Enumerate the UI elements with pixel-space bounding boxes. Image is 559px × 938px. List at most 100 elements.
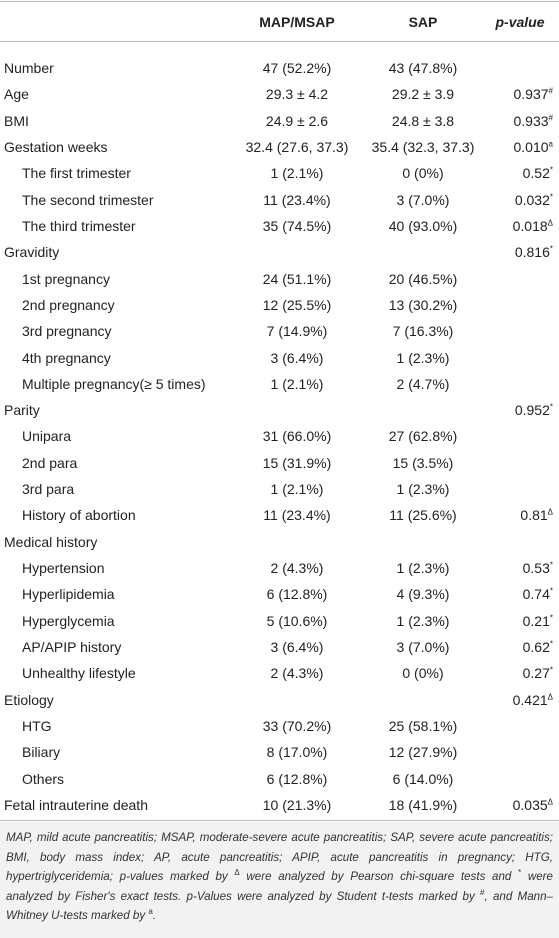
p-value-mark: * <box>549 191 553 201</box>
p-value-mark: Δ <box>547 692 553 702</box>
p-value: 0.816* <box>515 243 553 261</box>
cell-value: 0 (0%) <box>402 665 444 682</box>
bottom-rule <box>0 820 559 821</box>
p-value-number: 0.81 <box>520 507 548 524</box>
p-value-mark: * <box>549 586 553 596</box>
p-value-mark: Δ <box>547 507 553 517</box>
row-label: HTG <box>22 718 52 734</box>
cell-value: 15 (3.5%) <box>392 454 454 471</box>
p-value: 0.81Δ <box>520 506 553 524</box>
cell-value: 35 (74.5%) <box>262 217 332 234</box>
p-value: 0.421Δ <box>513 691 553 709</box>
p-value-number: 0.035 <box>512 796 548 813</box>
p-value: 0.74* <box>523 585 553 603</box>
column-header: p-value <box>495 14 545 30</box>
p-value-mark: * <box>549 165 553 175</box>
cell-value: 11 (25.6%) <box>389 507 457 524</box>
row-label: Hyperlipidemia <box>22 586 115 603</box>
cell-value: 29.2 ± 3.9 <box>391 86 455 103</box>
cell-value: 24.8 ± 3.8 <box>391 112 455 129</box>
p-value-number: 0.937 <box>513 86 549 103</box>
row-label: Biliary <box>22 744 61 761</box>
cell-value: 1 (2.3%) <box>396 349 450 366</box>
row-label: Hyperglycemia <box>22 612 115 629</box>
row-label: 2nd para <box>22 454 78 471</box>
footnote-text: MAP, mild acute pancreatitis; MSAP, mode… <box>6 831 553 883</box>
p-value-mark: a <box>548 139 553 149</box>
cell-value: 3 (6.4%) <box>270 639 324 656</box>
top-rule <box>0 1 559 2</box>
p-value-number: 0.21 <box>522 612 550 629</box>
p-value: 0.933# <box>514 112 554 130</box>
p-value-number: 0.032 <box>514 191 550 208</box>
p-value: 0.010a <box>514 138 554 156</box>
p-value-number: 0.53 <box>522 560 550 577</box>
cell-value: 7 (14.9%) <box>266 323 328 340</box>
footnote-mark: * <box>518 868 522 878</box>
footnote-text: , and Mann–Whitney U-tests marked by <box>6 889 553 923</box>
column-header: MAP/MSAP <box>259 14 335 30</box>
cell-value: 6 (14.0%) <box>392 770 454 787</box>
p-value: 0.53* <box>523 559 553 577</box>
cell-value: 6 (12.8%) <box>266 586 328 603</box>
row-label: 3rd pregnancy <box>22 323 112 340</box>
row-label: Etiology <box>4 691 54 708</box>
row-label: Age <box>4 86 29 103</box>
p-value-mark: * <box>549 560 553 570</box>
footnote-mark: # <box>480 887 485 897</box>
cell-value: 2 (4.3%) <box>270 665 324 682</box>
cell-value: 6 (12.8%) <box>266 770 328 787</box>
cell-value: 47 (52.2%) <box>262 60 332 76</box>
row-label: The third trimester <box>22 217 136 234</box>
row-label: Number <box>4 60 54 76</box>
p-value: 0.018Δ <box>513 217 553 235</box>
cell-value: 1 (2.1%) <box>270 375 324 392</box>
p-value-number: 0.421 <box>512 691 548 708</box>
row-label: Unhealthy lifestyle <box>22 665 136 682</box>
cell-value: 35.4 (32.3, 37.3) <box>371 138 475 155</box>
row-label: Others <box>22 770 65 787</box>
cell-value: 2 (4.7%) <box>396 375 450 392</box>
row-label: Medical history <box>4 533 98 550</box>
p-value-number: 0.018 <box>512 217 548 234</box>
p-value: 0.62* <box>523 638 553 656</box>
cell-value: 25 (58.1%) <box>388 718 458 734</box>
cell-value: 15 (31.9%) <box>262 454 332 471</box>
p-value-number: 0.952 <box>514 402 550 419</box>
row-label: 4th pregnancy <box>22 349 111 366</box>
row-label: Multiple pregnancy(≥ 5 times) <box>22 375 206 392</box>
cell-value: 29.3 ± 4.2 <box>265 86 329 103</box>
cell-value: 5 (10.6%) <box>266 612 328 629</box>
p-value: 0.27* <box>523 664 553 682</box>
cell-value: 3 (7.0%) <box>396 639 450 656</box>
p-value-mark: * <box>549 402 553 412</box>
cell-value: 40 (93.0%) <box>388 217 458 234</box>
row-label: 1st pregnancy <box>22 270 110 287</box>
cell-value: 1 (2.3%) <box>396 481 450 498</box>
cell-value: 24.9 ± 2.6 <box>265 112 329 129</box>
cell-value: 1 (2.3%) <box>396 612 450 629</box>
cell-value: 3 (6.4%) <box>270 349 324 366</box>
p-value-mark: * <box>549 665 553 675</box>
cell-value: 2 (4.3%) <box>270 560 324 577</box>
row-label: Unipara <box>22 428 72 445</box>
cell-value: 3 (7.0%) <box>396 191 450 208</box>
cell-value: 20 (46.5%) <box>388 270 458 287</box>
p-value-mark: Δ <box>547 218 553 228</box>
footnote-mark: a <box>148 907 153 917</box>
p-value-mark: Δ <box>547 797 553 807</box>
footnote-text: were analyzed by Fisher's exact tests. p… <box>6 870 553 903</box>
p-value-mark: # <box>548 86 553 96</box>
cell-value: 13 (30.2%) <box>388 296 458 313</box>
cell-value: 43 (47.8%) <box>388 60 458 76</box>
cell-value: 1 (2.1%) <box>270 481 324 498</box>
cell-value: 18 (41.9%) <box>388 796 458 813</box>
p-value-number: 0.52 <box>522 165 550 182</box>
p-value: 0.952* <box>515 401 553 419</box>
p-value: 0.035Δ <box>513 796 553 814</box>
p-value-number: 0.27 <box>522 665 550 682</box>
footnote-text: were analyzed by Pearson chi-square test… <box>239 870 519 883</box>
cell-value: 1 (2.1%) <box>270 165 324 182</box>
cell-value: 0 (0%) <box>402 165 444 182</box>
